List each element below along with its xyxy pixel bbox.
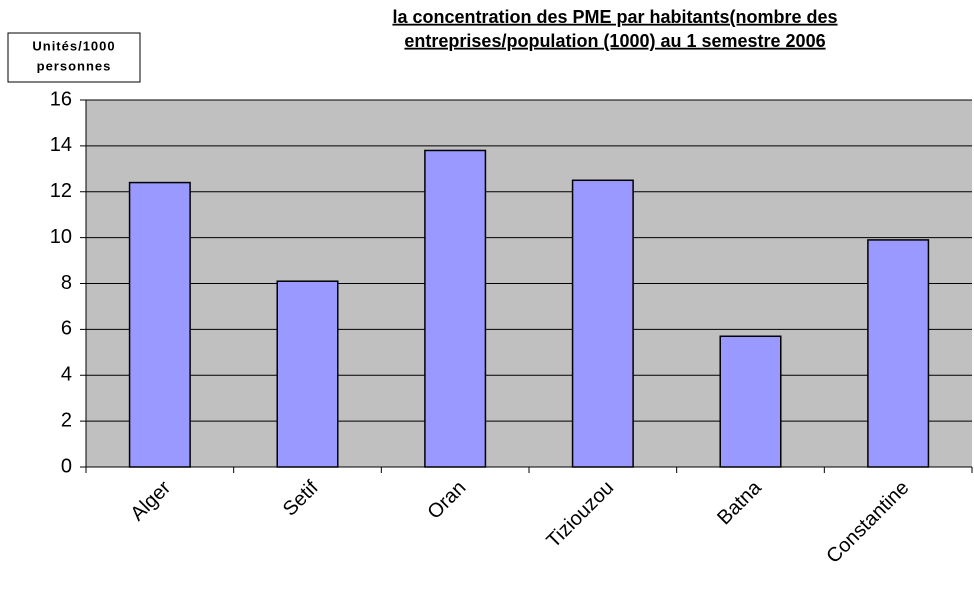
y-tick-label: 14 (50, 134, 72, 156)
y-tick-label: 10 (50, 226, 72, 248)
y-tick-label: 0 (61, 455, 72, 477)
y-axis-label: personnes (37, 58, 112, 73)
chart-title: entreprises/population (1000) au 1 semes… (404, 31, 825, 51)
bar (719, 335, 782, 468)
y-tick-label: 8 (61, 272, 72, 294)
y-axis-label: Unités/1000 (32, 38, 115, 53)
x-tick-label: Alger (127, 476, 176, 525)
x-tick-label: Tiziouzou (543, 477, 619, 553)
y-tick-label: 16 (50, 88, 72, 110)
bar (571, 179, 634, 468)
x-tick-label: Batna (713, 476, 766, 529)
bar (128, 181, 191, 468)
y-tick-label: 2 (61, 409, 72, 431)
x-tick-label: Oran (423, 477, 470, 524)
bar (424, 149, 487, 468)
y-tick-label: 6 (61, 318, 72, 340)
chart-title: la concentration des PME par habitants(n… (392, 7, 837, 27)
y-tick-label: 12 (50, 180, 72, 202)
bar (276, 280, 339, 468)
x-tick-label: Setif (279, 476, 323, 520)
bar (867, 239, 930, 468)
y-tick-label: 4 (61, 364, 72, 386)
y-label-box (7, 32, 141, 83)
x-tick-label: Constantine (822, 477, 913, 568)
